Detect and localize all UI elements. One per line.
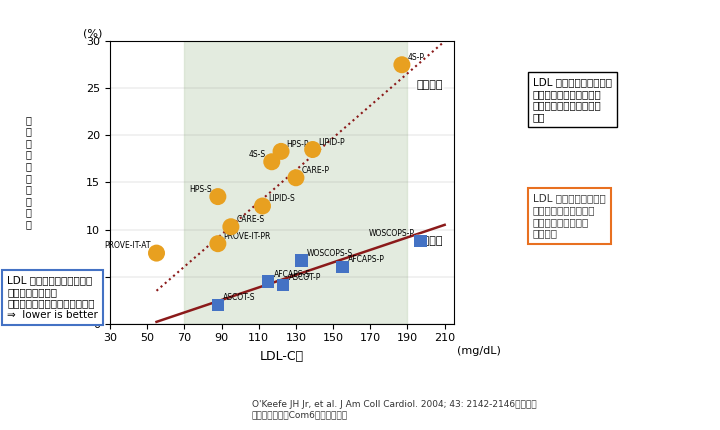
Point xyxy=(277,282,289,289)
Text: ASCOT-S: ASCOT-S xyxy=(223,293,256,302)
Text: PROVE-IT-AT: PROVE-IT-AT xyxy=(104,241,151,250)
Point xyxy=(257,203,269,209)
Text: ASCOT-P: ASCOT-P xyxy=(289,273,321,283)
Text: LDL コレステロールの値が
低ければ低いほど
心筋梗塞を起こすリスクは低い
⇒  lower is better: LDL コレステロールの値が 低ければ低いほど 心筋梗塞を起こすリスクは低い ⇒… xyxy=(7,275,98,320)
Point xyxy=(275,148,287,155)
Point xyxy=(225,223,237,230)
Point xyxy=(212,301,224,308)
Point xyxy=(150,250,162,257)
Point xyxy=(396,61,408,68)
Point xyxy=(296,257,307,264)
Text: AFCAPS-P: AFCAPS-P xyxy=(348,255,384,264)
Point xyxy=(307,146,318,153)
Text: O'Keefe JH Jr, et al. J Am Coll Cardiol. 2004; 43: 2142-2146より作図
（循環器内科，Com6）より引: O'Keefe JH Jr, et al. J Am Coll Cardiol.… xyxy=(252,400,536,419)
Point xyxy=(266,158,277,165)
Point xyxy=(262,278,274,285)
Point xyxy=(212,193,224,200)
Text: 冠
動
脈
イ
ベ
ン
ト
発
症
率: 冠 動 脈 イ ベ ン ト 発 症 率 xyxy=(26,115,32,229)
Text: LIPID-P: LIPID-P xyxy=(318,138,345,147)
Text: CARE-S: CARE-S xyxy=(236,215,264,224)
Text: PROVE-IT-PR: PROVE-IT-PR xyxy=(223,232,271,241)
Text: AFCAPS-S: AFCAPS-S xyxy=(274,270,310,279)
Point xyxy=(337,264,348,270)
Text: CARE-P: CARE-P xyxy=(302,166,330,175)
Text: LDL コレステロール値と
冠動脈イベント発症率は
ほぼ直線的に比例関係に
ある: LDL コレステロール値と 冠動脈イベント発症率は ほぼ直線的に比例関係に ある xyxy=(533,77,612,122)
Text: (mg/dL): (mg/dL) xyxy=(457,346,501,356)
Point xyxy=(290,174,302,181)
Text: WOSCOPS-S: WOSCOPS-S xyxy=(307,249,354,258)
Text: 4S-P: 4S-P xyxy=(408,53,425,62)
Point xyxy=(415,237,426,244)
X-axis label: LDL-C値: LDL-C値 xyxy=(260,350,304,363)
Text: (%): (%) xyxy=(83,28,102,38)
Point xyxy=(212,240,224,247)
Text: LDL コレステロールの
値が高ければ高いほど
心筋梗塞のリスクは
高くなる: LDL コレステロールの 値が高ければ高いほど 心筋梗塞のリスクは 高くなる xyxy=(533,194,606,238)
Text: 4S-S: 4S-S xyxy=(249,150,266,159)
Text: WOSCOPS-P: WOSCOPS-P xyxy=(369,229,415,238)
Text: HPS-P: HPS-P xyxy=(287,140,309,149)
Text: 二次予防: 二次予防 xyxy=(417,80,444,90)
Text: 一次予防: 一次予防 xyxy=(417,236,444,246)
Text: LIPID-S: LIPID-S xyxy=(268,194,294,203)
Text: HPS-S: HPS-S xyxy=(189,185,212,194)
Bar xyxy=(184,41,408,324)
